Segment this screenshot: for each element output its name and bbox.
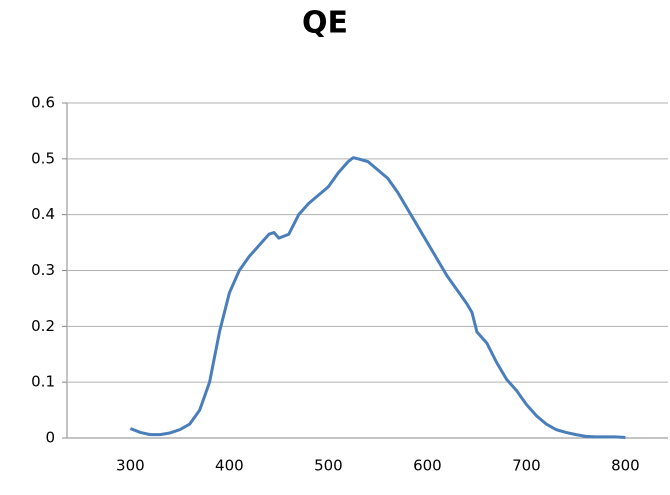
x-tick-label: 300 (116, 457, 145, 475)
y-tick-label: 0.1 (31, 373, 55, 391)
x-tick-label: 600 (413, 457, 442, 475)
chart-title: QE (302, 6, 348, 41)
x-tick-label: 500 (314, 457, 343, 475)
y-tick-label: 0.6 (31, 94, 55, 112)
y-tick-label: 0.4 (31, 205, 55, 223)
y-tick-label: 0.5 (31, 149, 55, 167)
y-tick-label: 0.2 (31, 317, 55, 335)
y-tick-label: 0 (45, 429, 55, 447)
data-line (129, 156, 626, 439)
y-tick-label: 0.3 (31, 261, 55, 279)
x-tick-label: 800 (611, 457, 640, 475)
x-tick-label: 400 (215, 457, 244, 475)
x-tick-label: 700 (512, 457, 541, 475)
